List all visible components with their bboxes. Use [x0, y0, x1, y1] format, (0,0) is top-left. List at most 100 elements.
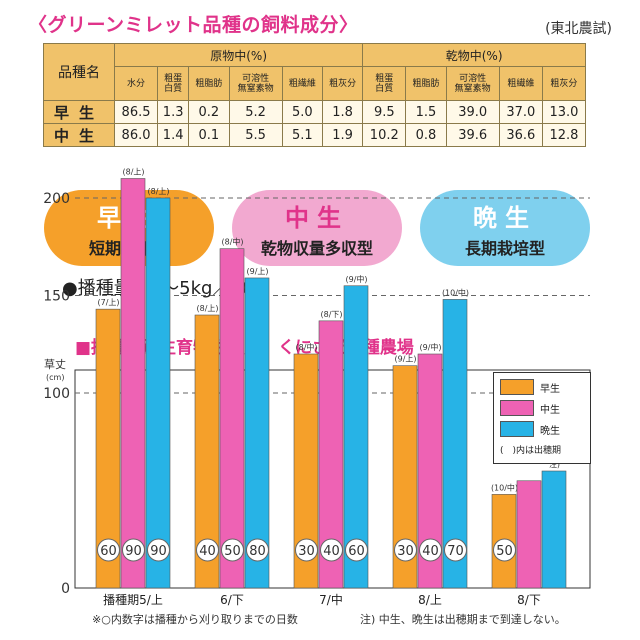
days-label: 60 — [100, 544, 117, 559]
raw-col-5: 粗灰分 — [321, 66, 364, 101]
x-tick-label: 8/下 — [517, 593, 541, 607]
heading-label: (10/中) — [491, 482, 518, 492]
heading-label: (9/上) — [394, 355, 416, 364]
dry-col-0: 粗蛋 白質 — [362, 66, 407, 101]
type-late: 晩生 長期栽培型 — [420, 190, 590, 266]
y-axis-unit: (cm) — [46, 373, 64, 382]
bar-晩生-0 — [145, 197, 171, 589]
table-cell: 13.0 — [541, 100, 587, 124]
legend-note: ( )内は出穂期 — [500, 446, 562, 456]
table-cell: 0.2 — [188, 100, 230, 124]
dry-col-1: 粗脂肪 — [405, 66, 447, 101]
x-tick-label: 7/中 — [319, 592, 343, 607]
table-cell: 5.5 — [228, 123, 283, 147]
variety-header: 品種名 — [43, 43, 115, 101]
table-cell: 5.0 — [281, 100, 323, 124]
raw-col-2: 粗脂肪 — [188, 66, 230, 101]
chart-legend: 早生 中生 晩生 ( )内は出穂期 — [493, 372, 591, 464]
days-circle — [295, 538, 318, 562]
bar-晩生-1 — [244, 277, 270, 589]
heading-label: (9/中) — [419, 342, 441, 352]
table-row: 早生 86.5 1.3 0.2 5.2 5.0 1.8 9.5 1.5 39.0 37.0 13.0 — [43, 100, 587, 124]
table-cell: 12.8 — [541, 123, 587, 147]
days-label: 50 — [496, 544, 513, 559]
days-label: 90 — [150, 544, 167, 559]
heading-label: (8/上) — [122, 168, 144, 177]
raw-col-3: 可溶性 無窒素物 — [228, 66, 283, 101]
y-tick-label: 200 — [43, 191, 70, 207]
legend-label-late: 晩生 — [540, 425, 560, 437]
composition-table: 品種名 原物中(%) 乾物中(%) 水分 粗蛋 白質 粗脂肪 可溶性 無窒素物 粗繊維粗… — [43, 43, 587, 147]
days-circle — [419, 538, 442, 562]
x-tick-label: 6/下 — [220, 593, 244, 607]
days-circle — [394, 538, 417, 562]
bar-中生-4 — [516, 480, 542, 589]
days-label: 70 — [447, 544, 464, 559]
days-label: 40 — [323, 544, 340, 559]
type-mid-desc: 乾物収量多収型 — [260, 239, 373, 258]
table-cell: 39.0 — [445, 100, 500, 124]
table-cell: 1.8 — [321, 100, 364, 124]
table-cell: 1.5 — [405, 100, 447, 124]
group-raw-header: 原物中(%) — [113, 43, 364, 67]
type-late-name: 晩生 — [473, 204, 537, 232]
y-tick-label: 0 — [61, 581, 70, 597]
table-cell: 39.6 — [445, 123, 500, 147]
days-label: 40 — [422, 544, 439, 559]
y-axis-label: 草丈 — [44, 358, 66, 371]
y-tick-label: 150 — [43, 289, 70, 305]
days-circle — [221, 538, 244, 562]
heading-label: (7/上) — [97, 298, 119, 307]
days-label: 80 — [249, 544, 266, 559]
days-label: 60 — [348, 544, 365, 559]
legend-label-mid: 中生 — [540, 404, 560, 416]
heading-label: (8/下) — [320, 310, 342, 319]
group-dry-header: 乾物中(%) — [362, 43, 586, 67]
row-variety: 中生 — [43, 123, 115, 147]
x-tick-label: 8/上 — [418, 593, 442, 607]
heading-label: (8/中) — [221, 237, 243, 247]
bar-晩生-4 — [541, 470, 567, 589]
days-circle — [147, 538, 170, 562]
legend-swatch-early — [500, 379, 534, 395]
heading-label: (8/中) — [295, 342, 317, 352]
table-cell: 5.2 — [228, 100, 283, 124]
days-label: 30 — [397, 544, 414, 559]
bar-中生-1 — [219, 248, 245, 589]
days-label: 30 — [298, 544, 315, 559]
days-circle — [345, 538, 368, 562]
type-mid-name: 中生 — [285, 204, 349, 232]
days-circle — [246, 538, 269, 562]
table-cell: 1.4 — [157, 123, 190, 147]
days-label: 90 — [125, 544, 142, 559]
bar-中生-0 — [120, 178, 146, 589]
legend-label-early: 早生 — [540, 383, 560, 395]
type-mid: 中生 乾物収量多収型 — [232, 190, 402, 266]
table-cell: 1.3 — [157, 100, 190, 124]
table-cell: 10.2 — [362, 123, 407, 147]
source-label: (東北農試) — [545, 21, 612, 37]
days-circle — [444, 538, 467, 562]
heading-label: (8/上) — [196, 304, 218, 313]
y-tick-label: 100 — [43, 386, 70, 402]
days-circle — [97, 538, 120, 562]
table-cell: 1.9 — [321, 123, 364, 147]
footnote-note: 注) 中生、晩生は出穂期まで到達しない。 — [360, 613, 566, 626]
days-circle — [320, 538, 343, 562]
days-circle — [493, 538, 516, 562]
days-label: 50 — [224, 544, 241, 559]
table-row: 中生 86.0 1.4 0.1 5.5 5.1 1.9 10.2 0.8 39.6 36.6 12.8 — [43, 123, 587, 147]
heading-label: (10/中) — [442, 287, 469, 297]
heading-label: (9/中) — [345, 274, 367, 284]
days-circle — [122, 538, 145, 562]
table-cell: 37.0 — [498, 100, 543, 124]
page-title: 〈グリーンミレット品種の飼料成分〉 — [28, 14, 359, 36]
table-cell: 0.1 — [188, 123, 230, 147]
table-cell: 86.0 — [113, 123, 159, 147]
legend-swatch-mid — [500, 400, 534, 416]
days-label: 40 — [199, 544, 216, 559]
table-cell: 36.6 — [498, 123, 543, 147]
table-cell: 0.8 — [405, 123, 447, 147]
type-late-desc: 長期栽培型 — [464, 239, 545, 258]
